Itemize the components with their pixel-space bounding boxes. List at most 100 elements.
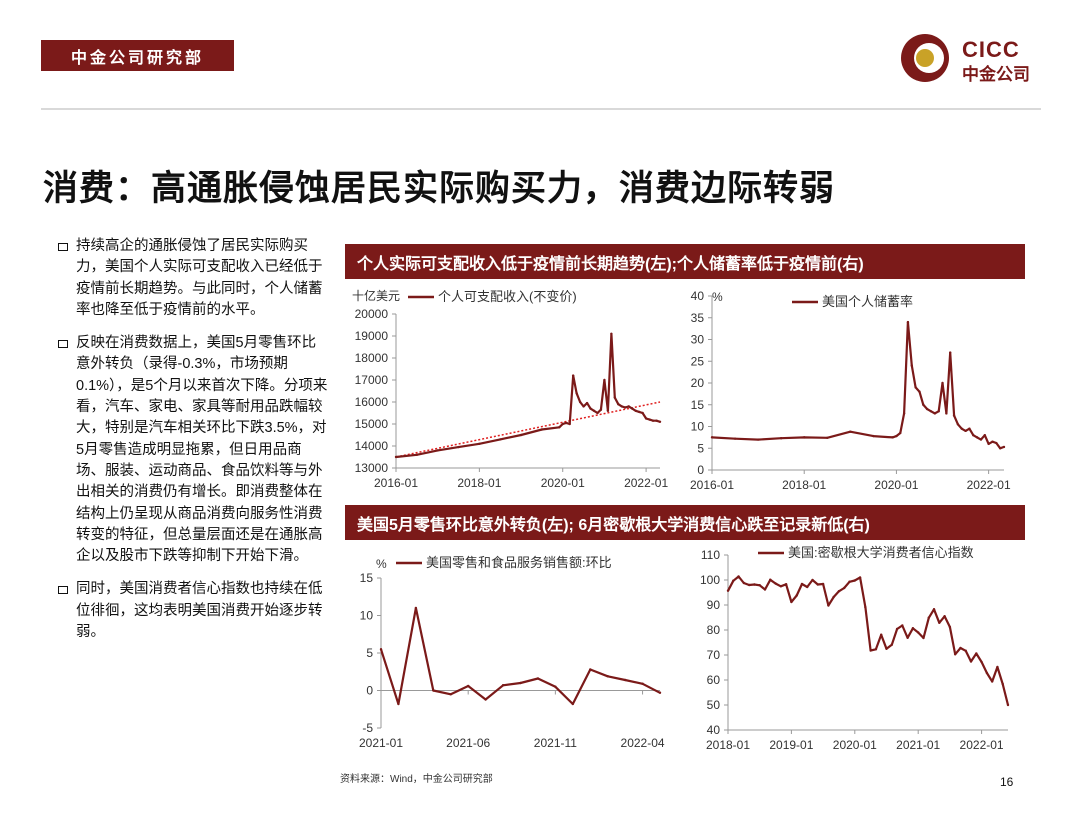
source-note: 资料来源：Wind，中金公司研究部 — [340, 774, 493, 785]
unit-label: % — [712, 290, 723, 304]
data-point — [874, 648, 878, 651]
x-tick-label: 2018-01 — [706, 738, 750, 752]
data-point — [959, 646, 962, 650]
data-point — [902, 412, 906, 415]
y-tick-label: 100 — [700, 573, 720, 587]
series-line — [395, 332, 661, 459]
data-point — [631, 407, 634, 410]
bullet-list: 持续高企的通胀侵蚀了居民实际购买力，美国个人实际可支配收入已经低于疫情前长期趋势… — [58, 236, 328, 655]
data-point — [995, 441, 998, 445]
data-point — [922, 636, 925, 640]
data-point — [952, 414, 956, 417]
data-point — [927, 616, 930, 619]
data-point — [732, 579, 735, 582]
data-point — [613, 396, 617, 399]
data-point — [869, 649, 872, 652]
data-point — [466, 684, 470, 688]
data-point — [885, 647, 888, 650]
data-point — [519, 681, 522, 685]
data-point — [558, 426, 561, 429]
legend-label: 美国个人储蓄率 — [822, 294, 913, 309]
x-tick-label: 2020-01 — [833, 738, 877, 752]
x-tick-label: 2021-01 — [359, 736, 403, 750]
data-point — [624, 406, 627, 409]
data-point — [806, 585, 809, 589]
data-point — [589, 668, 592, 671]
data-point — [655, 419, 658, 422]
bullet-text: 持续高企的通胀侵蚀了居民实际购买力，美国个人实际可支配收入已经低于疫情前长期趋势… — [76, 238, 323, 318]
data-point — [637, 410, 641, 414]
data-point — [906, 320, 910, 324]
data-point — [1001, 682, 1004, 686]
page-title: 消费：高通胀侵蚀居民实际购买力，消费边际转弱 — [43, 169, 836, 208]
y-tick-label: 5 — [366, 646, 373, 660]
data-point — [394, 455, 398, 459]
data-point — [964, 429, 967, 433]
data-point — [623, 678, 627, 682]
data-point — [990, 680, 994, 683]
y-tick-label: 110 — [701, 548, 720, 562]
data-point — [895, 627, 899, 631]
y-tick-label: 17000 — [355, 373, 389, 387]
department-tag: 中金公司研究部 — [41, 40, 234, 71]
y-tick-label: 5 — [697, 441, 704, 455]
x-tick-label: 2021-06 — [446, 736, 490, 750]
data-point — [975, 436, 979, 439]
y-tick-label: 16000 — [355, 395, 389, 409]
x-tick-label: 2021-11 — [534, 736, 577, 750]
data-point — [610, 332, 613, 335]
data-point — [968, 427, 971, 430]
data-point — [826, 436, 829, 440]
data-point — [379, 648, 383, 651]
data-point — [565, 421, 568, 425]
trend-line — [395, 401, 661, 458]
data-point — [980, 660, 983, 664]
data-point — [644, 417, 648, 420]
y-tick-label: 10 — [360, 609, 374, 623]
data-point — [911, 627, 915, 630]
data-point — [747, 583, 751, 587]
data-point — [641, 682, 644, 685]
data-point — [998, 447, 1002, 450]
data-point — [561, 422, 564, 426]
data-point — [925, 407, 929, 411]
data-point — [891, 436, 894, 439]
data-point — [956, 423, 960, 426]
data-point — [811, 578, 814, 582]
data-point — [617, 403, 620, 406]
header-divider — [41, 108, 1041, 110]
page-number: 16 — [1000, 775, 1014, 789]
data-point — [895, 434, 898, 438]
y-tick-label: 35 — [691, 311, 705, 325]
data-point — [945, 412, 948, 415]
x-tick-label: 2016-01 — [690, 478, 734, 492]
x-tick-label: 2022-01 — [967, 478, 1011, 492]
data-point — [941, 381, 944, 385]
data-point — [779, 585, 783, 588]
data-point — [501, 684, 505, 687]
y-tick-label: 15 — [360, 571, 374, 585]
data-point — [864, 606, 867, 609]
data-point — [753, 583, 756, 586]
y-tick-label: 70 — [707, 648, 721, 662]
data-point — [658, 420, 662, 423]
data-point — [620, 405, 623, 408]
data-point — [571, 702, 575, 706]
data-point — [803, 436, 806, 439]
y-tick-label: 40 — [691, 289, 705, 303]
x-tick-label: 2019-01 — [769, 738, 813, 752]
data-point — [606, 409, 610, 412]
data-point — [795, 594, 798, 597]
data-point — [415, 453, 419, 456]
data-point — [843, 586, 846, 590]
y-tick-label: 20 — [691, 376, 705, 390]
data-point — [916, 631, 920, 634]
data-point — [914, 386, 917, 389]
data-point — [979, 438, 983, 441]
x-tick-label: 2020-01 — [874, 478, 918, 492]
data-point — [499, 438, 502, 441]
data-point — [582, 405, 585, 408]
data-point — [938, 621, 941, 624]
data-point — [554, 685, 557, 688]
data-point — [985, 671, 989, 675]
